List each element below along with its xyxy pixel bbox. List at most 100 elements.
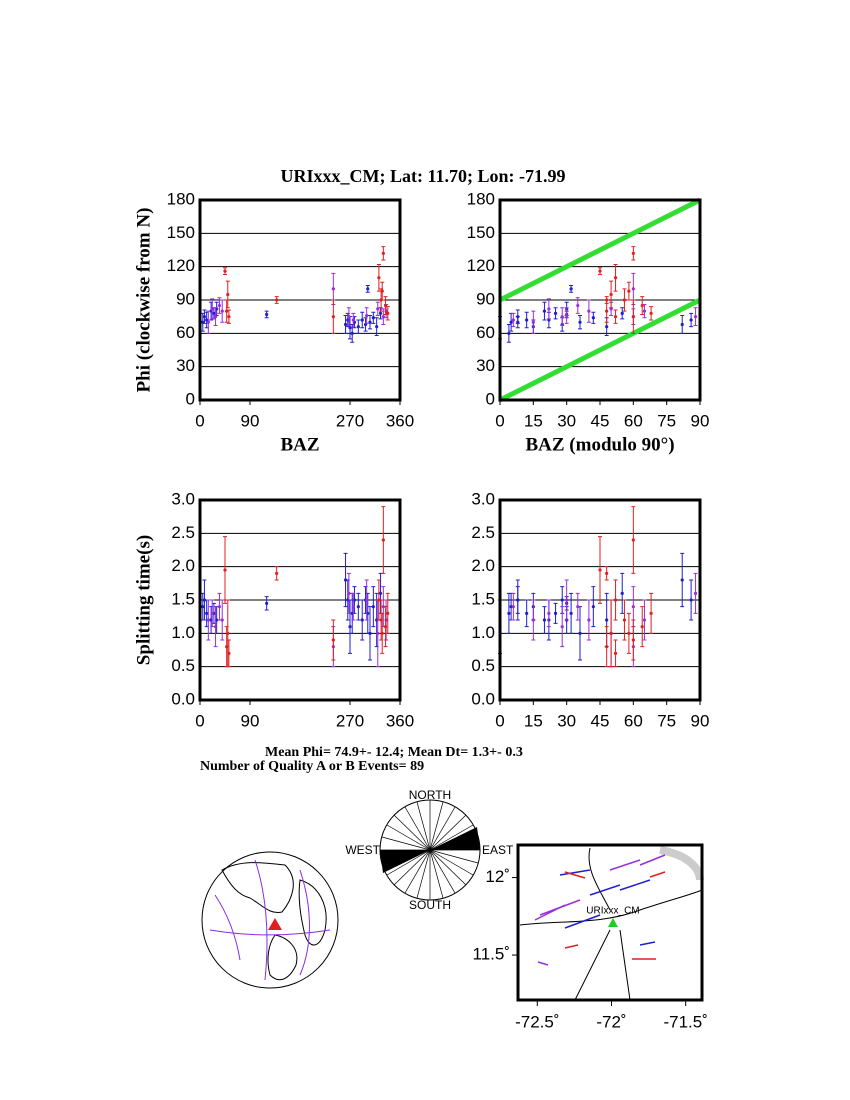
x-tick-label: 0 — [495, 711, 504, 730]
y-tick-label: 12˚ — [485, 867, 510, 886]
data-point — [613, 651, 618, 655]
y-tick-label: 30 — [476, 356, 495, 375]
x-tick-label: 90 — [691, 411, 710, 430]
data-point — [227, 315, 231, 319]
y-tick-label: 1.5 — [171, 589, 195, 608]
map-decor — [519, 846, 704, 1001]
x-axis-label: BAZ (modulo 90°) — [525, 434, 674, 455]
data-point — [547, 307, 551, 311]
data-point — [511, 605, 515, 609]
y-tick-label: 90 — [476, 289, 495, 308]
y-tick-label: 2.0 — [471, 556, 495, 575]
reference-line — [498, 197, 702, 303]
data-point — [368, 631, 372, 635]
data-point — [627, 289, 631, 293]
data-point — [386, 611, 390, 615]
x-tick-label: -72˚ — [596, 1012, 626, 1031]
x-tick-label: 0 — [195, 711, 204, 730]
data-point — [553, 311, 558, 315]
data-point — [693, 315, 698, 319]
data-point — [642, 618, 647, 622]
y-axis-label: Splitting time(s) — [133, 535, 154, 665]
data-point — [265, 601, 269, 605]
data-point — [331, 638, 335, 642]
y-tick-label: 2.5 — [471, 523, 495, 542]
x-tick-label: -72.5˚ — [515, 1012, 559, 1031]
plot-frame — [498, 198, 702, 402]
x-tick-label: 30 — [557, 411, 576, 430]
x-tick-label: 360 — [386, 411, 414, 430]
x-tick-label: 15 — [524, 411, 543, 430]
data-point — [578, 631, 582, 635]
data-point — [275, 571, 279, 575]
data-point — [375, 325, 379, 329]
x-tick-label: 360 — [386, 711, 414, 730]
data-point — [343, 322, 348, 327]
y-tick-label: 120 — [167, 256, 195, 275]
data-point — [220, 618, 224, 622]
x-tick-label: 0 — [195, 411, 204, 430]
data-point — [531, 618, 535, 622]
data-point — [622, 298, 627, 302]
data-point — [569, 611, 573, 615]
y-tick-label: 0.5 — [171, 656, 195, 675]
data-point — [202, 315, 207, 319]
data-point — [531, 320, 535, 324]
data-point — [217, 303, 222, 308]
data-point — [609, 292, 613, 297]
x-tick-label: 60 — [624, 711, 643, 730]
map-frame — [516, 843, 704, 1002]
data-point — [631, 287, 635, 291]
x-tick-label: 15 — [524, 711, 543, 730]
data-point — [631, 315, 635, 319]
data-point — [384, 618, 388, 622]
plot-frame — [498, 498, 702, 702]
data-point — [622, 618, 627, 622]
data-point — [613, 315, 618, 319]
data-point — [613, 598, 618, 602]
data-point — [265, 312, 269, 317]
data-point — [511, 318, 515, 322]
x-tick-label: 0 — [495, 411, 504, 430]
data-point — [605, 571, 609, 575]
data-point — [631, 251, 635, 255]
data-point — [371, 316, 375, 320]
data-point — [680, 322, 684, 327]
data-point — [202, 598, 207, 602]
x-tick-label: 270 — [336, 411, 364, 430]
rose-diagram: NORTH SOUTH EAST WEST — [345, 788, 514, 912]
data-point — [365, 598, 369, 602]
data-point — [212, 311, 216, 315]
data-point — [509, 605, 513, 609]
data-point — [613, 276, 618, 280]
data-point — [565, 598, 569, 602]
data-point — [560, 625, 564, 629]
data-point — [576, 605, 580, 609]
data-point — [509, 320, 513, 324]
data-point — [376, 631, 380, 635]
data-point — [381, 251, 385, 255]
data-point — [380, 289, 384, 293]
data-point — [631, 638, 635, 642]
data-point — [226, 631, 230, 635]
rose-label: NORTH — [409, 788, 451, 802]
summary-line: Mean Phi= 74.9+- 12.4; Mean Dt= 1.3+- 0.… — [265, 745, 523, 760]
data-point — [380, 631, 384, 635]
data-point — [605, 645, 609, 649]
data-point — [516, 598, 520, 602]
data-point — [693, 591, 698, 595]
data-point — [689, 318, 693, 322]
data-point — [565, 313, 569, 318]
data-point — [368, 320, 372, 324]
data-point — [642, 309, 647, 313]
data-point — [275, 298, 279, 302]
y-tick-label: 90 — [176, 289, 195, 308]
data-point — [383, 625, 388, 629]
y-tick-label: 1.0 — [171, 623, 195, 642]
data-point — [569, 287, 573, 291]
data-point — [560, 598, 564, 602]
data-point — [331, 315, 335, 319]
y-tick-label: 1.5 — [471, 589, 495, 608]
data-point — [620, 591, 624, 595]
data-point — [351, 318, 355, 322]
